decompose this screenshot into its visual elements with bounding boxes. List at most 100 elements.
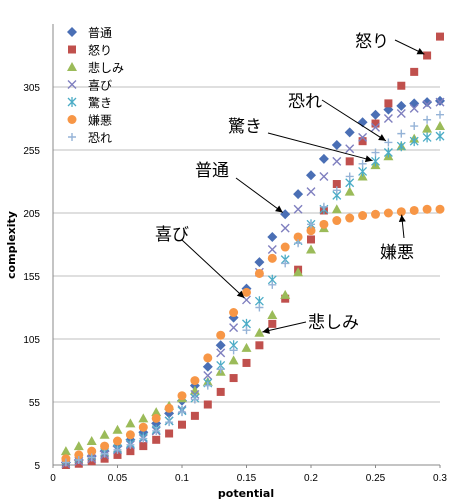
data-point [345, 144, 355, 154]
data-point [74, 455, 83, 464]
annotation-arrowhead [416, 47, 425, 55]
data-point [306, 244, 316, 254]
annotation-label: 怒り [355, 32, 389, 52]
data-point [396, 108, 406, 118]
data-point [293, 232, 303, 242]
legend-label: 驚き [88, 95, 112, 110]
y-tick-label: 205 [23, 209, 40, 220]
data-point [229, 308, 239, 318]
data-point [125, 418, 136, 428]
data-point [331, 139, 342, 150]
legend-marker [67, 97, 77, 107]
annotation-arrow [181, 239, 245, 299]
legend-marker [67, 27, 77, 37]
data-point [255, 341, 264, 350]
data-point [396, 100, 407, 111]
data-point [409, 205, 419, 215]
data-point [229, 346, 238, 355]
data-point [344, 186, 355, 196]
data-point [268, 319, 277, 328]
data-point [268, 280, 277, 289]
annotation-arrowhead [398, 214, 406, 223]
data-point [280, 209, 291, 220]
data-point [215, 340, 226, 351]
legend-label: 嫌悪 [88, 114, 112, 128]
data-point [138, 422, 148, 432]
data-point [358, 211, 368, 221]
annotation-arrowhead [364, 155, 373, 163]
data-point [228, 355, 239, 365]
data-point [436, 110, 444, 119]
annotation-arrow [267, 132, 373, 162]
data-point [229, 374, 238, 383]
data-point [203, 371, 213, 381]
data-point [178, 420, 186, 429]
y-tick-label: 5 [34, 461, 40, 472]
data-point [435, 121, 445, 131]
legend-label: 喜び [88, 79, 112, 93]
data-point [87, 446, 97, 456]
data-point [435, 97, 445, 107]
annotation-label: 嫌悪 [380, 243, 414, 263]
data-point [307, 235, 315, 244]
annotation-label: 普通 [195, 161, 229, 181]
data-point [216, 330, 226, 340]
data-point [139, 434, 148, 443]
grid-lines [53, 86, 440, 403]
data-point [100, 449, 109, 458]
data-point [152, 426, 161, 435]
x-tick-label: 0.3 [433, 473, 447, 484]
data-point [229, 323, 239, 333]
data-point [151, 413, 161, 423]
data-point [125, 430, 135, 440]
data-point [306, 226, 316, 236]
data-point [100, 454, 109, 463]
y-tick-label: 55 [29, 398, 41, 409]
data-point [293, 204, 303, 214]
data-point [267, 253, 277, 263]
legend-marker [67, 80, 77, 89]
data-point [409, 103, 419, 113]
data-point [164, 403, 174, 413]
data-point [436, 32, 444, 41]
x-tick-label: 0.05 [108, 473, 128, 484]
data-point [254, 327, 265, 337]
data-point [319, 171, 329, 181]
data-point [307, 220, 315, 229]
data-point [73, 441, 84, 451]
data-point [203, 381, 212, 390]
data-point [293, 267, 304, 277]
data-point [422, 97, 433, 108]
data-point [358, 137, 367, 146]
data-point [345, 213, 355, 223]
data-point [254, 257, 265, 268]
data-point [422, 100, 432, 110]
data-point [319, 202, 328, 211]
data-point [126, 447, 135, 456]
data-point [423, 51, 432, 60]
data-point [396, 207, 406, 217]
data-point [254, 268, 264, 278]
data-point [371, 122, 380, 132]
data-point [216, 348, 226, 358]
data-point [139, 442, 148, 451]
data-point [241, 342, 252, 352]
data-point [190, 376, 200, 386]
data-point [216, 387, 225, 396]
data-point [190, 395, 199, 404]
annotation-label: 喜び [155, 225, 189, 245]
legend-marker [67, 62, 77, 71]
x-tick-labels: 0 0.05 0.1 0.15 0.2 0.25 0.3 [50, 465, 447, 484]
legend-label: 普通 [88, 26, 112, 40]
data-point [99, 429, 110, 439]
annotation-arrowhead [236, 290, 245, 298]
data-point [60, 446, 71, 456]
data-point [177, 391, 187, 401]
legend-label: 悲しみ [88, 60, 124, 75]
data-point [61, 458, 70, 467]
data-point [281, 259, 290, 268]
annotation-label: 悲しみ [308, 313, 359, 333]
data-point [370, 109, 381, 120]
data-point [358, 166, 368, 177]
